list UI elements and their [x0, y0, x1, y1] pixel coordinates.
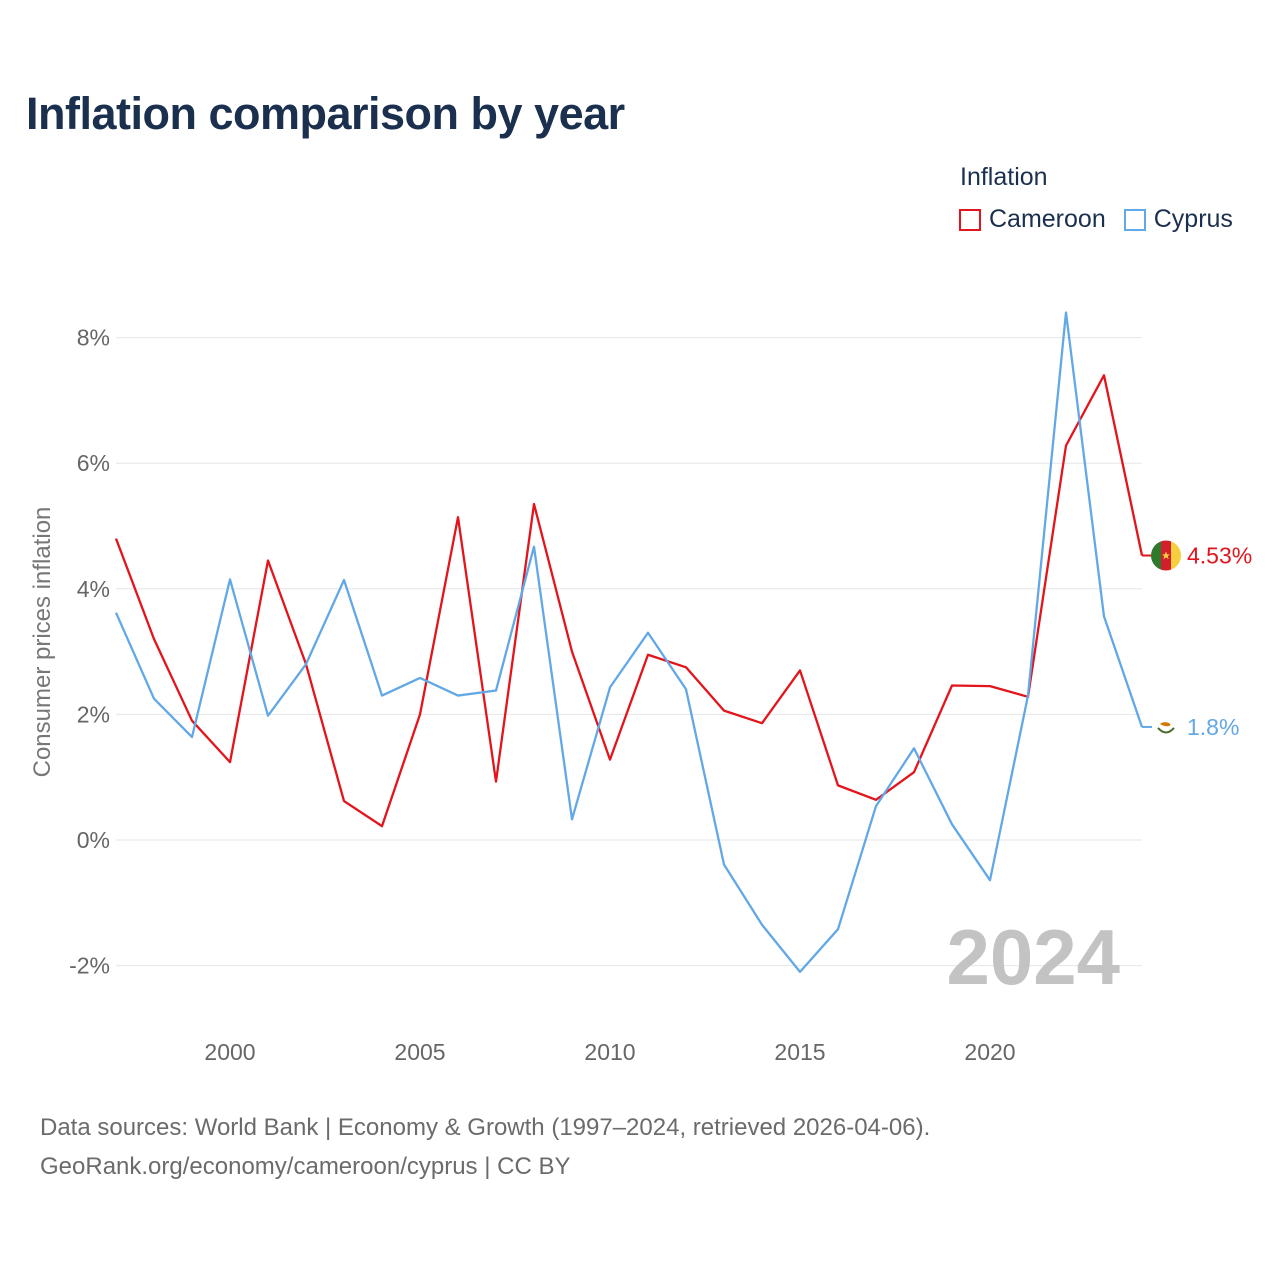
series-line-cameroon[interactable] — [114, 374, 1144, 828]
source-line-1: Data sources: World Bank | Economy & Gro… — [40, 1114, 931, 1141]
end-value-label-cyprus: 1.8% — [1187, 714, 1239, 740]
y-axis-ticks: -2% 0% 2% 4% 6% 8% — [69, 325, 110, 979]
source-note: Data sources: World Bank | Economy & Gro… — [40, 1108, 930, 1186]
legend-label-cyprus: Cyprus — [1153, 205, 1233, 233]
cameroon-flag-icon — [1151, 540, 1181, 571]
y-tick-label: 0% — [77, 827, 110, 853]
y-tick-label: 8% — [77, 325, 110, 351]
y-tick-label: 4% — [77, 576, 110, 602]
cyprus-flag-icon — [1157, 722, 1175, 734]
x-tick-label: 2000 — [204, 1039, 255, 1065]
legend-swatch-cameroon — [959, 208, 981, 231]
legend-item-cyprus[interactable]: Cyprus — [1123, 205, 1233, 234]
year-watermark: 2024 — [946, 913, 1120, 1001]
x-tick-label: 2005 — [394, 1039, 445, 1065]
gridlines — [116, 337, 1142, 967]
legend-item-cameroon[interactable]: Cameroon — [959, 205, 1106, 234]
chart-title: Inflation comparison by year — [26, 88, 625, 139]
x-tick-label: 2015 — [774, 1039, 825, 1065]
y-tick-label: 2% — [77, 701, 110, 727]
line-chart: -2% 0% 2% 4% 6% 8% 2000 2005 2010 2015 2020 Consu… — [29, 311, 1252, 1065]
x-tick-label: 2020 — [964, 1039, 1015, 1065]
legend-label-cameroon: Cameroon — [989, 205, 1106, 233]
source-line-2[interactable]: GeoRank.org/economy/cameroon/cyprus | CC… — [40, 1153, 571, 1180]
y-axis-label: Consumer prices inflation — [29, 507, 56, 778]
end-labels: 4.53% 1.8% — [1142, 540, 1252, 740]
x-axis-ticks: 2000 2005 2010 2015 2020 — [204, 1039, 1015, 1065]
y-tick-label: -2% — [69, 953, 110, 979]
series-lines — [114, 311, 1144, 974]
series-line-cyprus[interactable] — [114, 311, 1144, 974]
legend-title: Inflation — [960, 163, 1048, 191]
end-value-label-cameroon: 4.53% — [1187, 543, 1252, 569]
y-tick-label: 6% — [77, 450, 110, 476]
legend: Cameroon Cyprus — [959, 205, 1251, 234]
x-tick-label: 2010 — [584, 1039, 635, 1065]
legend-swatch-cyprus — [1123, 208, 1146, 231]
